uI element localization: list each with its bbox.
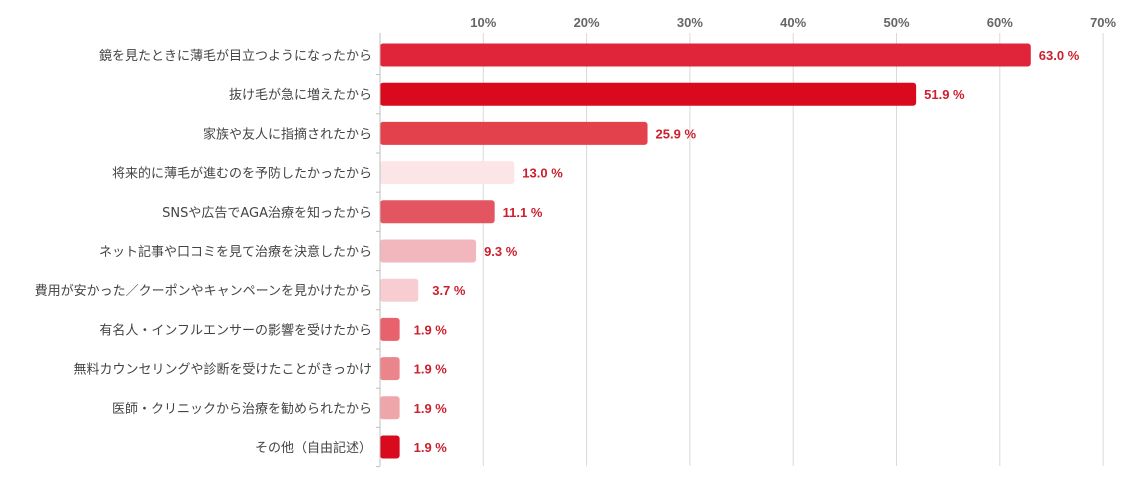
value-label: 25.9 % <box>656 126 697 141</box>
bar <box>380 43 1031 67</box>
value-label: 3.7 % <box>432 283 466 298</box>
category-label: その他（自由記述） <box>255 440 372 456</box>
bar <box>380 161 515 185</box>
category-labels: 鏡を見たときに薄毛が目立つようになったから抜け毛が急に増えたから家族や友人に指摘… <box>35 49 372 456</box>
value-label: 63.0 % <box>1039 48 1080 63</box>
value-label: 13.0 % <box>522 166 563 181</box>
value-label: 1.9 % <box>414 401 448 416</box>
bar <box>380 396 400 420</box>
category-label: 有名人・インフルエンサーの影響を受けたから <box>99 322 372 338</box>
category-label: 医師・クリニックから治療を勧められたから <box>112 401 372 417</box>
bar <box>380 278 419 302</box>
x-tick-label: 40% <box>780 15 806 30</box>
category-label: 抜け毛が急に増えたから <box>229 87 372 103</box>
category-label: 将来的に薄毛が進むのを予防したかったから <box>112 166 372 182</box>
x-tick-label: 30% <box>677 15 703 30</box>
value-labels: 63.0 % 51.9 % 25.9 % 13.0 % 11.1 % 9.3 % 3.7 %… <box>414 48 1080 455</box>
bar <box>380 121 648 145</box>
bar <box>380 200 495 224</box>
bars <box>376 43 1031 468</box>
value-label: 11.1 % <box>503 205 543 220</box>
x-tick-label: 50% <box>883 15 909 30</box>
category-label: 鏡を見たときに薄毛が目立つようになったから <box>99 49 372 64</box>
bar <box>380 435 400 459</box>
bar <box>380 317 400 341</box>
category-label: 費用が安かった／クーポンやキャンペーンを見かけたから <box>35 284 372 299</box>
bar <box>380 357 400 381</box>
x-axis-ticks: 10% 20% 30% 40% 50% 60% 70% <box>470 15 1116 30</box>
value-label: 1.9 % <box>414 362 448 377</box>
x-tick-label: 10% <box>470 15 496 30</box>
value-label: 1.9 % <box>414 440 448 455</box>
x-tick-label: 20% <box>574 15 600 30</box>
category-label: 無料カウンセリングや診断を受けたことがきっかけ <box>74 362 372 378</box>
x-tick-label: 70% <box>1090 15 1116 30</box>
category-label: 家族や友人に指摘されたから <box>203 126 372 142</box>
value-label: 51.9 % <box>924 87 965 102</box>
category-label: ネット記事や口コミを見て治療を決意したから <box>99 244 372 260</box>
value-label: 9.3 % <box>484 244 518 259</box>
category-label: SNSや広告でAGA治療を知ったから <box>162 205 372 221</box>
x-tick-label: 60% <box>987 15 1013 30</box>
bar <box>380 239 477 263</box>
value-label: 1.9 % <box>414 322 448 337</box>
bar <box>380 82 917 106</box>
